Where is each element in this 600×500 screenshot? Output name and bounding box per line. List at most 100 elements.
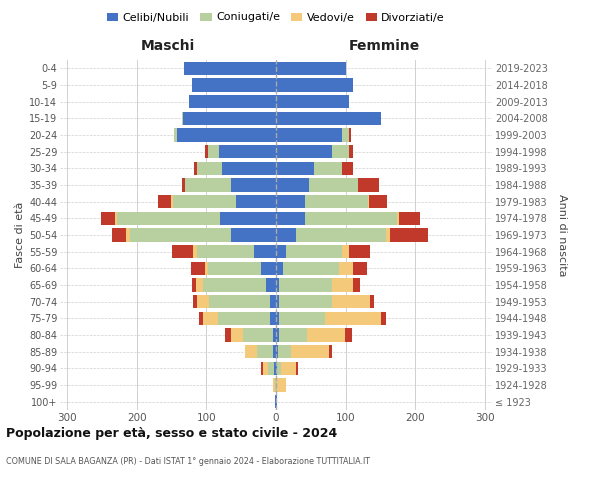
Bar [276,62,346,75]
Bar [243,328,272,342]
Bar [184,112,276,125]
Bar [182,112,184,125]
Bar [208,145,219,158]
Bar [182,178,185,192]
Bar [307,328,345,342]
Bar [245,345,257,358]
Bar [260,262,276,275]
Bar [257,345,272,358]
Legend: Celibi/Nubili, Coniugati/e, Vedovi/e, Divorziati/e: Celibi/Nubili, Coniugati/e, Vedovi/e, Di… [103,8,449,27]
Bar [126,228,130,241]
Bar [276,178,310,192]
Bar [231,228,276,241]
Bar [349,145,353,158]
Bar [158,195,172,208]
Bar [353,262,367,275]
Bar [280,295,332,308]
Bar [276,295,280,308]
Bar [199,312,203,325]
Bar [263,362,268,375]
Bar [272,345,276,358]
Bar [231,328,243,342]
Bar [280,312,325,325]
Bar [112,228,126,241]
Bar [266,278,276,291]
Bar [276,312,280,325]
Bar [276,162,314,175]
Y-axis label: Anni di nascita: Anni di nascita [557,194,567,276]
Bar [276,212,305,225]
Bar [218,312,271,325]
Bar [268,362,274,375]
Bar [275,395,276,408]
Bar [276,145,332,158]
Bar [353,278,359,291]
Bar [203,312,218,325]
Bar [274,362,276,375]
Bar [193,78,276,92]
Bar [191,262,205,275]
Bar [280,278,332,291]
Bar [193,278,196,291]
Bar [221,162,276,175]
Y-axis label: Fasce di età: Fasce di età [14,202,25,268]
Bar [275,378,276,392]
Bar [342,162,353,175]
Bar [276,278,280,291]
Bar [203,278,266,291]
Bar [236,195,276,208]
Bar [276,228,296,241]
Bar [276,195,305,208]
Bar [262,362,263,375]
Bar [197,162,221,175]
Bar [345,328,352,342]
Bar [197,295,209,308]
Bar [305,212,397,225]
Bar [172,195,173,208]
Bar [173,195,236,208]
Text: Maschi: Maschi [141,40,195,54]
Bar [276,395,277,408]
Text: Popolazione per età, sesso e stato civile - 2024: Popolazione per età, sesso e stato civil… [6,428,337,440]
Bar [276,378,277,392]
Bar [273,378,275,392]
Bar [332,145,349,158]
Bar [279,328,307,342]
Bar [290,345,329,358]
Bar [349,128,350,141]
Bar [219,145,276,158]
Bar [332,278,353,291]
Bar [305,195,368,208]
Bar [370,195,387,208]
Bar [276,245,286,258]
Bar [400,212,420,225]
Bar [276,112,380,125]
Bar [296,228,386,241]
Bar [177,128,276,141]
Bar [349,245,370,258]
Bar [277,378,286,392]
Bar [329,345,332,358]
Bar [325,312,380,325]
Bar [184,62,276,75]
Bar [281,362,296,375]
Bar [370,295,374,308]
Bar [276,362,277,375]
Bar [272,328,276,342]
Bar [205,262,208,275]
Bar [271,295,276,308]
Bar [276,262,283,275]
Bar [193,295,197,308]
Bar [209,295,271,308]
Bar [386,228,389,241]
Bar [220,212,276,225]
Bar [115,212,117,225]
Bar [276,95,349,108]
Bar [205,145,208,158]
Bar [332,295,370,308]
Bar [225,328,231,342]
Bar [130,228,231,241]
Bar [208,262,260,275]
Bar [231,178,276,192]
Bar [277,362,281,375]
